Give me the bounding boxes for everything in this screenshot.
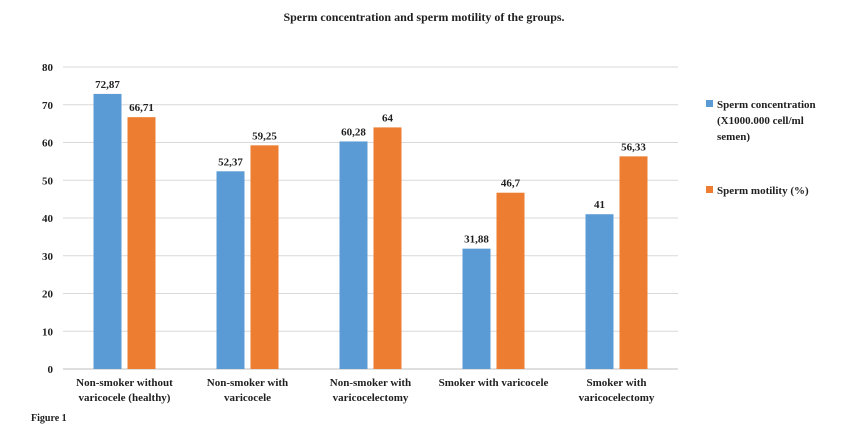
y-tick-label: 0	[48, 364, 54, 376]
bar-motility	[250, 145, 279, 369]
data-label: 59,25	[252, 130, 277, 142]
data-label: 60,28	[341, 126, 366, 138]
data-label: 64	[382, 112, 394, 124]
y-tick-label: 60	[42, 138, 54, 150]
bar-motility	[496, 192, 525, 369]
bars	[93, 93, 648, 370]
bar-motility	[373, 127, 402, 370]
y-tick-label: 50	[42, 175, 54, 187]
x-axis-tick-labels: Non-smoker without varicocele (healthy) No…	[76, 377, 655, 404]
x-tick-label: varicocele	[224, 392, 271, 404]
data-label: 66,71	[129, 102, 154, 114]
legend-label-concentration: Sperm concentration (X1000.000 cell/ml s…	[717, 97, 837, 145]
legend-label-line: semen)	[717, 131, 750, 143]
x-tick-label: varicocele (healthy)	[79, 392, 171, 404]
legend-label-line: (X1000.000 cell/ml	[717, 115, 804, 127]
bar-concentration	[462, 248, 491, 369]
bar-motility	[127, 117, 156, 370]
grid-lines	[63, 66, 678, 370]
y-tick-label: 30	[42, 251, 54, 263]
x-tick-label: Smoker with varicocele	[439, 377, 549, 389]
x-tick-label: Non-smoker without	[76, 377, 173, 389]
bar-concentration	[339, 141, 368, 369]
data-label: 52,37	[218, 156, 243, 168]
legend-swatch-motility	[706, 186, 713, 193]
y-tick-label: 20	[42, 289, 54, 301]
legend-swatch-concentration	[706, 100, 713, 107]
bar-concentration	[585, 214, 614, 369]
data-label: 56,33	[621, 141, 646, 153]
data-label: 46,7	[501, 178, 521, 190]
chart-title: Sperm concentration and sperm motility o…	[283, 10, 565, 24]
x-tick-label: varicocelectomy	[333, 392, 409, 404]
data-label: 31,88	[464, 234, 489, 246]
y-tick-label: 10	[42, 326, 54, 338]
y-axis-tick-labels: 0 10 20 30 40 50 60 70 80	[42, 62, 54, 376]
y-tick-label: 80	[42, 62, 54, 74]
bar-concentration	[93, 93, 122, 370]
x-tick-label: Smoker with	[587, 377, 647, 389]
x-tick-label: varicocelectomy	[579, 392, 655, 404]
y-tick-label: 40	[42, 213, 54, 225]
bar-motility	[619, 156, 648, 369]
data-label: 72,87	[95, 79, 120, 91]
bar-concentration	[216, 171, 245, 369]
y-tick-label: 70	[42, 100, 54, 112]
x-tick-label: Non-smoker with	[330, 377, 411, 389]
legend-label-motility: Sperm motility (%)	[717, 185, 809, 197]
legend-item-motility: Sperm motility (%)	[706, 183, 837, 199]
data-labels: 72,87 66,71 52,37 59,25 60,28 64 31,88 46,7 41 56…	[95, 79, 646, 246]
x-tick-label: Non-smoker with	[207, 377, 288, 389]
figure-caption: Figure 1	[31, 413, 67, 424]
legend-item-concentration: Sperm concentration (X1000.000 cell/ml s…	[706, 97, 837, 145]
data-label: 41	[594, 199, 605, 211]
legend-label-line: Sperm concentration	[717, 99, 816, 111]
